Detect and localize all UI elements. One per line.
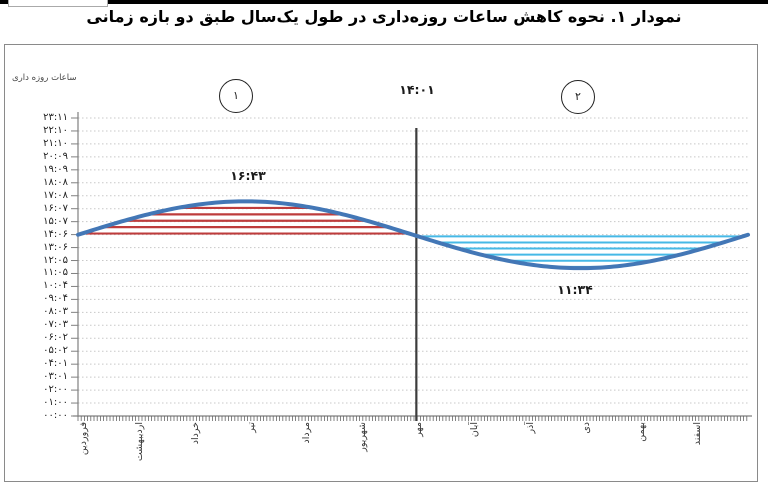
x-month-label: تیر bbox=[245, 422, 257, 433]
y-tick-label: ۱۸:۰۸ bbox=[43, 176, 68, 188]
y-tick-label: ۰۳:۰۱ bbox=[43, 371, 68, 383]
y-tick-label: ۰۵:۰۲ bbox=[43, 345, 68, 357]
x-month-label: مرداد bbox=[301, 422, 313, 444]
y-tick-label: ۱۷:۰۸ bbox=[43, 189, 68, 201]
x-month-label: دی bbox=[580, 422, 592, 434]
y-tick-label: ۱۴:۰۶ bbox=[43, 228, 68, 240]
y-tick-label: ۱۹:۰۹ bbox=[43, 163, 68, 175]
y-tick-label: ۰۰:۰۰ bbox=[43, 410, 68, 421]
y-tick-label: ۱۵:۰۷ bbox=[43, 215, 68, 227]
y-tick-label: ۲۳:۱۱ bbox=[43, 112, 68, 123]
y-tick-label: ۰۸:۰۳ bbox=[43, 306, 68, 318]
y-tick-label: ۰۱:۰۰ bbox=[43, 397, 68, 409]
y-tick-label: ۲۲:۱۰ bbox=[43, 124, 68, 136]
x-month-label: اردیبهشت bbox=[133, 422, 145, 462]
y-tick-label: ۰۴:۰۱ bbox=[43, 358, 68, 370]
x-month-label: آذر bbox=[524, 422, 536, 434]
y-tick-label: ۱۲:۰۵ bbox=[43, 254, 68, 266]
y-tick-label: ۱۳:۰۶ bbox=[43, 241, 68, 253]
x-month-label: بهمن bbox=[636, 422, 648, 442]
y-tick-label: ۲۰:۰۹ bbox=[43, 150, 68, 162]
y-tick-label: ۱۱:۰۵ bbox=[43, 267, 68, 279]
y-tick-label: ۱۰:۰۴ bbox=[43, 280, 68, 292]
x-month-label: فروردین bbox=[78, 422, 89, 456]
x-month-label: آبان bbox=[468, 422, 480, 438]
top-window-tab bbox=[8, 0, 108, 7]
y-tick-label: ۰۶:۰۲ bbox=[43, 332, 68, 344]
trough-value-annotation: ۱۱:۳۴ bbox=[557, 282, 593, 297]
y-tick-label: ۰۹:۰۴ bbox=[43, 293, 68, 305]
y-tick-label: ۰۷:۰۳ bbox=[43, 319, 68, 331]
y-tick-label: ۲۱:۱۰ bbox=[43, 137, 68, 149]
period-2-marker: ۲ bbox=[561, 80, 595, 114]
peak-value-annotation: ۱۶:۴۳ bbox=[230, 168, 266, 183]
y-tick-label: ۰۲:۰۰ bbox=[43, 384, 68, 396]
x-month-label: شهریور bbox=[357, 422, 369, 452]
x-month-label: خرداد bbox=[189, 422, 201, 445]
period-1-marker: ۱ bbox=[219, 79, 253, 113]
top-window-strip bbox=[0, 0, 768, 4]
x-month-label: مهر bbox=[413, 422, 424, 437]
divider-value-annotation: ۱۴:۰۱ bbox=[399, 82, 435, 97]
y-tick-label: ۱۶:۰۷ bbox=[43, 202, 68, 214]
y-axis-label: ساعات روزه داری bbox=[12, 73, 77, 83]
chart-frame bbox=[4, 44, 758, 482]
x-month-label: اسفند bbox=[692, 422, 704, 446]
chart-title: نمودار ۱. نحوه کاهش ساعات روزه‌داری در ط… bbox=[86, 7, 682, 26]
